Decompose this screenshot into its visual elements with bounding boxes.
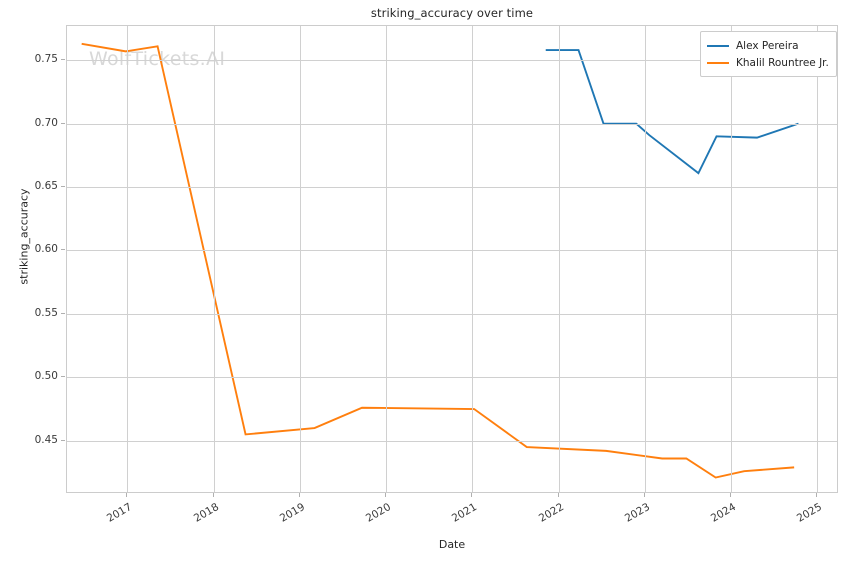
gridline-vertical (817, 26, 819, 492)
gridline-horizontal (67, 123, 837, 125)
y-tick-label: 0.75 (34, 53, 58, 66)
y-axis-ticks: 0.45 0.50 0.55 0.60 0.65 0.70 0.75 (0, 25, 65, 493)
x-tick-mark (126, 493, 128, 497)
y-tick-label: 0.45 (34, 433, 58, 446)
gridline-vertical (731, 26, 733, 492)
legend-label: Alex Pereira (736, 39, 799, 52)
x-tick-label: 2020 (363, 501, 394, 525)
y-tick-label: 0.55 (34, 306, 58, 319)
x-tick-mark (298, 493, 300, 497)
x-tick-mark (816, 493, 818, 497)
y-tick-mark (61, 249, 65, 251)
x-tick-mark (385, 493, 387, 497)
chart-legend: Alex Pereira Khalil Rountree Jr. (700, 31, 837, 77)
gridline-horizontal (67, 313, 837, 315)
x-tick-label: 2022 (536, 501, 566, 525)
x-tick-label: 2017 (105, 501, 135, 525)
gridline-horizontal (67, 377, 837, 379)
gridline-vertical (558, 26, 560, 492)
chart-title: striking_accuracy over time (370, 6, 534, 20)
x-tick-mark (557, 493, 559, 497)
legend-color-swatch (707, 61, 729, 64)
series-line (81, 42, 795, 479)
x-axis-ticks: 2017 2018 2019 2020 2021 2022 2023 2024 2025 (66, 493, 838, 553)
plot-area: WolfTickets.AI (66, 25, 838, 493)
y-tick-mark (61, 312, 65, 314)
x-tick-mark (730, 493, 732, 497)
y-tick-label: 0.50 (34, 370, 58, 383)
gridline-vertical (644, 26, 646, 492)
legend-item[interactable]: Khalil Rountree Jr. (707, 54, 829, 71)
y-tick-label: 0.70 (34, 116, 58, 129)
gridline-horizontal (67, 250, 837, 252)
gridline-horizontal (67, 187, 837, 189)
x-tick-label: 2023 (622, 501, 652, 525)
x-tick-label: 2019 (277, 501, 307, 525)
series-line (545, 49, 799, 175)
x-tick-mark (643, 493, 645, 497)
y-tick-label: 0.65 (34, 180, 58, 193)
plot-lines (81, 42, 799, 479)
y-tick-mark (61, 186, 65, 188)
gridline-vertical (213, 26, 215, 492)
gridline-horizontal (67, 60, 837, 62)
x-tick-mark (212, 493, 214, 497)
legend-item[interactable]: Alex Pereira (707, 37, 829, 54)
x-tick-label: 2025 (795, 501, 825, 525)
x-axis-label: Date (438, 538, 466, 551)
gridline-vertical (127, 26, 129, 492)
y-tick-mark (61, 439, 65, 441)
x-tick-label: 2021 (450, 501, 480, 525)
x-tick-label: 2024 (709, 501, 739, 525)
gridline-vertical (472, 26, 474, 492)
y-tick-mark (61, 376, 65, 378)
x-tick-mark (471, 493, 473, 497)
gridline-vertical (386, 26, 388, 492)
gridline-horizontal (67, 440, 837, 442)
y-tick-mark (61, 59, 65, 61)
x-tick-label: 2018 (191, 501, 221, 525)
legend-label: Khalil Rountree Jr. (736, 56, 829, 69)
legend-color-swatch (707, 44, 729, 47)
y-tick-label: 0.60 (34, 243, 58, 256)
y-tick-mark (61, 122, 65, 124)
gridline-vertical (299, 26, 301, 492)
